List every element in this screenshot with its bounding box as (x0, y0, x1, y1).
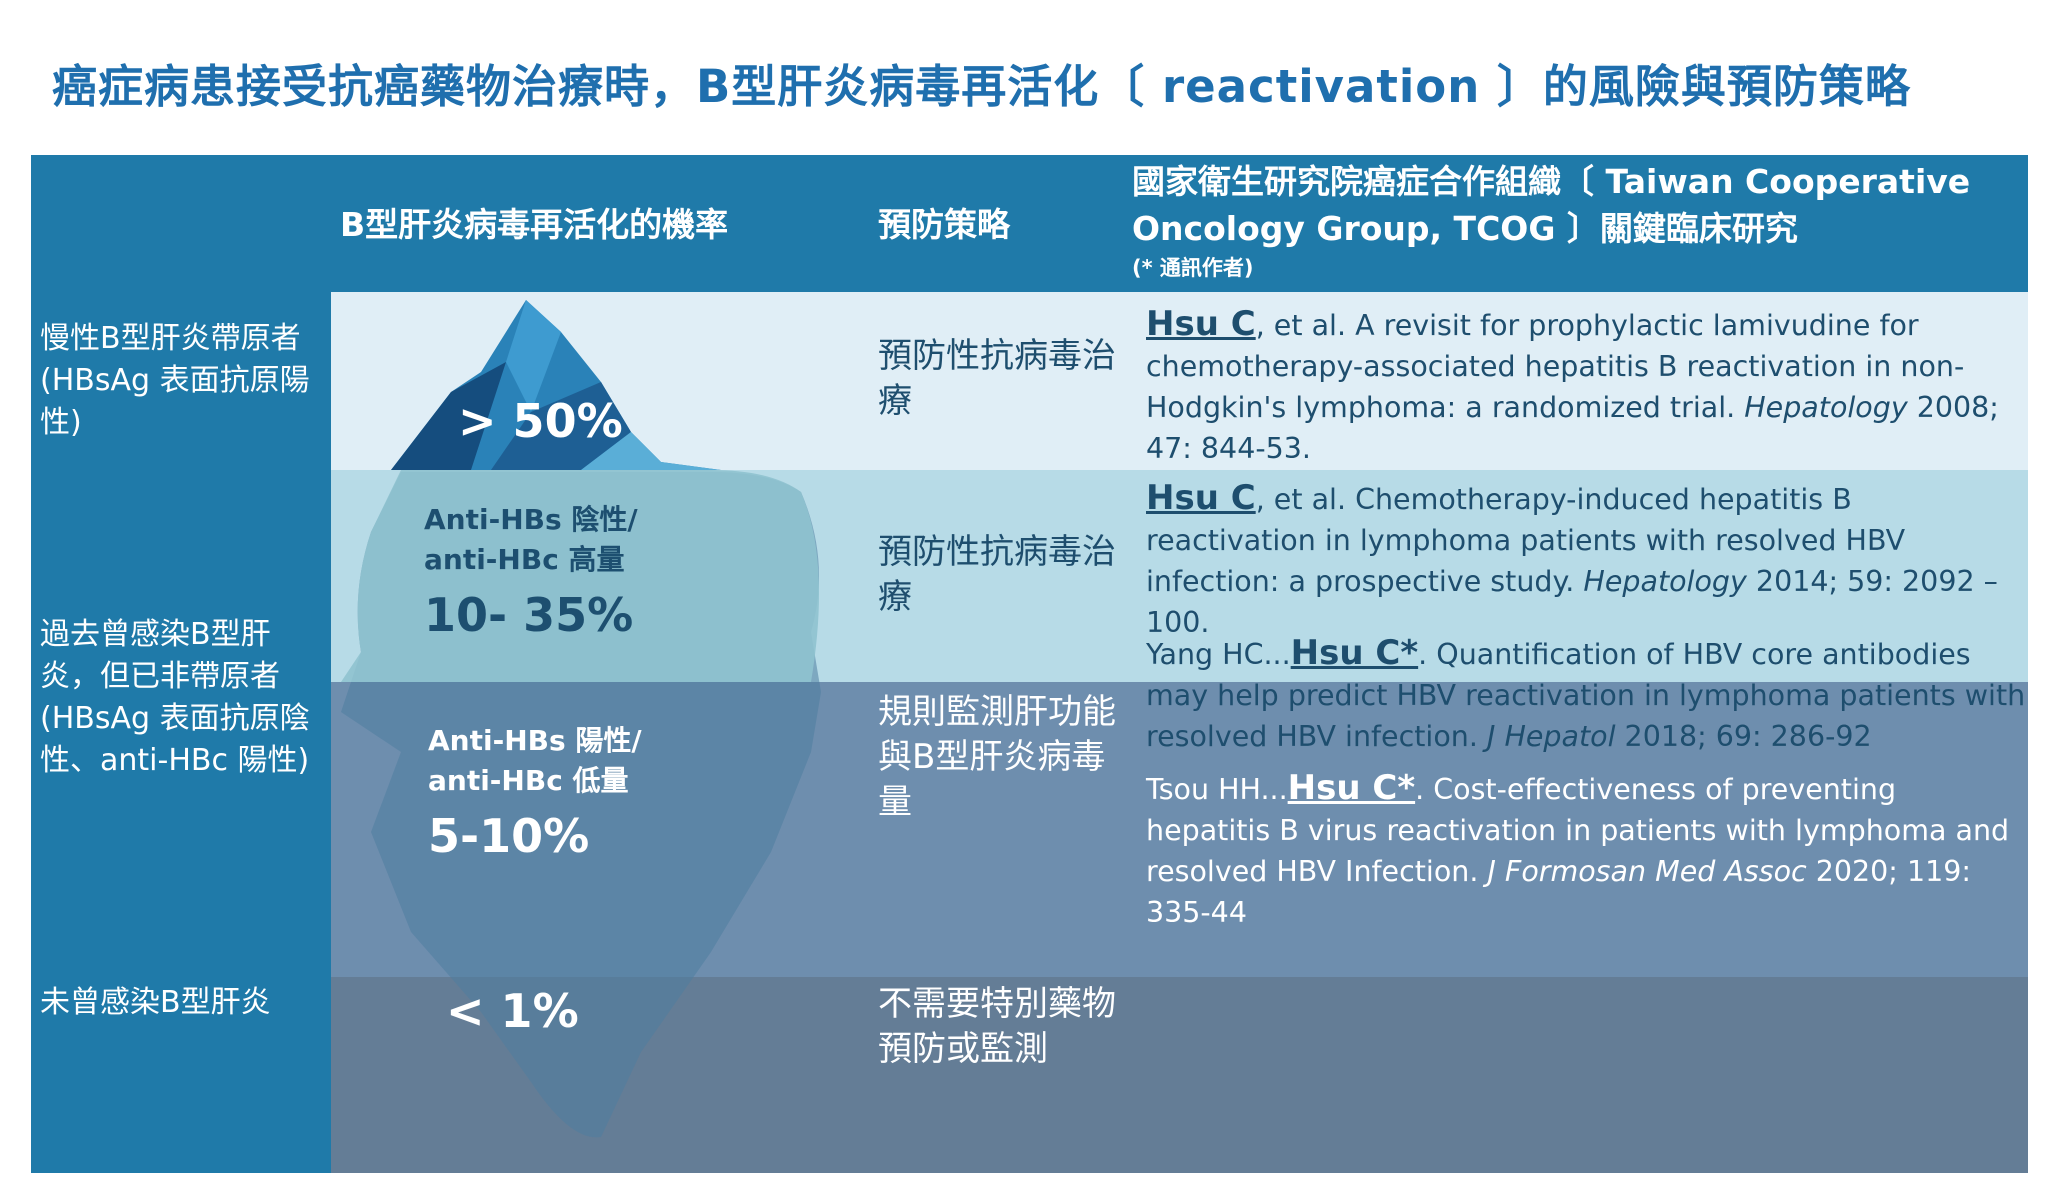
ref-1-journal: Hepatology (1744, 391, 1908, 424)
ref-2-journal: Hepatology (1583, 565, 1747, 598)
table-header (31, 155, 2028, 292)
ref-4-pre: Tsou HH... (1146, 773, 1288, 806)
strategy-anti-hbs-positive: 規則監測肝功能與B型肝炎病毒量 (878, 692, 1116, 822)
sub-b-line1: Anti-HBs 陽性/ (428, 724, 642, 757)
ref-2-cite: 2014; 59: 2092 – 100. (1146, 565, 1998, 639)
ref-2-author: Hsu C (1146, 478, 1256, 518)
risk-anti-hbs-negative: 10- 35% (424, 588, 634, 642)
iceberg-underwater-top (341, 470, 819, 682)
row-label-resolved: 過去曾感染B型肝炎，但已非帶原者(HBsAg 表面抗原陰性、anti-HBc 陽… (40, 617, 310, 778)
ref-3-pre: Yang HC... (1146, 638, 1291, 671)
risk-carrier: > 50% (458, 394, 623, 448)
header-studies: 國家衛生研究院癌症合作組織〔 Taiwan Cooperative Oncolo… (1132, 162, 1971, 248)
risk-anti-hbs-positive: 5-10% (428, 809, 590, 863)
ref-1-cite: 2008; 47: 844-53. (1146, 391, 1999, 465)
reference-2: Hsu C, et al. Chemotherapy-induced hepat… (1146, 478, 2026, 643)
ref-2-rest: , et al. Chemotherapy-induced hepatitis … (1146, 483, 1906, 598)
iceberg-illustration (341, 300, 821, 1138)
ref-3-cite: 2018; 69: 286-92 (1615, 720, 1872, 753)
sub-a-line1: Anti-HBs 陰性/ (424, 503, 638, 536)
strategy-uninfected: 不需要特別藥物預防或監測 (878, 984, 1116, 1069)
reference-4: Tsou HH...Hsu C*. Cost-effectiveness of … (1146, 768, 2026, 933)
ref-1-rest: , et al. A revisit for prophylactic lami… (1146, 309, 1965, 424)
ref-3-author: Hsu C* (1290, 633, 1419, 673)
iceberg-tip-facet3 (491, 382, 631, 470)
sub-b-line2: anti-HBc 低量 (428, 764, 629, 797)
strategy-carrier: 預防性抗病毒治療 (878, 336, 1116, 421)
row-label-uninfected: 未曾感染B型肝炎 (40, 985, 271, 1020)
reference-3: Yang HC...Hsu C*. Quantification of HBV … (1146, 633, 2026, 757)
header-note: (* 通訊作者) (1132, 256, 1254, 280)
ref-3-rest: . Quantification of HBV core antibodies … (1146, 638, 2026, 753)
risk-uninfected: < 1% (446, 984, 579, 1038)
ref-4-author: Hsu C* (1287, 768, 1416, 808)
iceberg-tip-facet1 (391, 362, 506, 470)
ref-1-author: Hsu C (1146, 304, 1256, 344)
reference-1: Hsu C, et al. A revisit for prophylactic… (1146, 304, 2026, 469)
ref-3-journal: J Hepatol (1486, 720, 1616, 753)
header-strategy: 預防策略 (878, 205, 1010, 244)
ref-4-rest: . Cost-effectiveness of preventing hepat… (1146, 773, 2010, 888)
row-label-carrier: 慢性B型肝炎帶原者 (HBsAg 表面抗原陽性) (40, 321, 310, 440)
iceberg-tip-facet2 (506, 300, 561, 412)
ref-4-journal: J Formosan Med Assoc (1487, 855, 1807, 888)
sub-a-line2: anti-HBc 高量 (424, 543, 625, 576)
strategy-anti-hbs-negative: 預防性抗病毒治療 (878, 532, 1116, 617)
iceberg-tip-facet4 (581, 432, 721, 470)
header-risk: B型肝炎病毒再活化的機率 (340, 205, 729, 244)
left-label-column (31, 155, 331, 1173)
ref-4-cite: 2020; 119: 335-44 (1146, 855, 1971, 929)
page-title: 癌症病患接受抗癌藥物治療時，B型肝炎病毒再活化〔 reactivation 〕的… (52, 60, 1911, 113)
